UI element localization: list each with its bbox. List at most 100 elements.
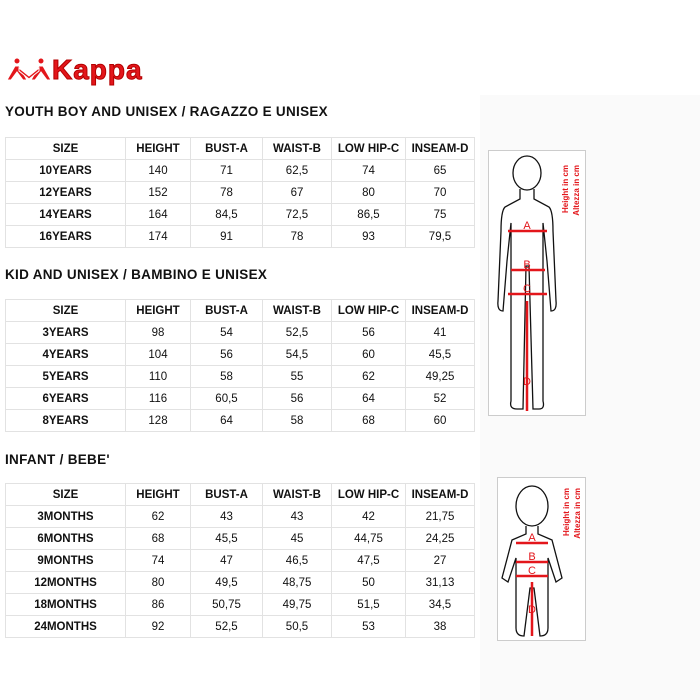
value-cell: 152 bbox=[125, 181, 191, 204]
section-title-infant: INFANT / BEBE' bbox=[5, 452, 110, 467]
value-cell: 43 bbox=[262, 505, 332, 528]
column-header: LOW HIP-C bbox=[331, 483, 406, 506]
size-table-kid: SIZE HEIGHT BUST-A WAIST-B LOW HIP-C INSEAM-D… bbox=[5, 299, 475, 432]
size-cell: 4YEARS bbox=[5, 343, 126, 366]
marker-a: A bbox=[523, 220, 531, 232]
value-cell: 70 bbox=[405, 181, 475, 204]
infant-silhouette-icon: ABC D bbox=[501, 485, 563, 637]
table-row: 4YEARS 104 56 54,5 60 45,5 bbox=[5, 343, 475, 366]
value-cell: 43 bbox=[190, 505, 263, 528]
value-cell: 60 bbox=[331, 343, 406, 366]
column-header: BUST-A bbox=[190, 137, 263, 160]
column-header: SIZE bbox=[5, 483, 126, 506]
value-cell: 75 bbox=[405, 203, 475, 226]
value-cell: 62,5 bbox=[262, 159, 332, 182]
value-cell: 34,5 bbox=[405, 593, 475, 616]
column-header: INSEAM-D bbox=[405, 299, 475, 322]
value-cell: 116 bbox=[125, 387, 191, 410]
value-cell: 91 bbox=[190, 225, 263, 248]
value-cell: 50,75 bbox=[190, 593, 263, 616]
table-row: 12YEARS 152 78 67 80 70 bbox=[5, 181, 475, 204]
svg-text:B: B bbox=[528, 551, 535, 563]
kappa-logo-icon bbox=[6, 57, 52, 81]
table-header-row: SIZE HEIGHT BUST-A WAIST-B LOW HIP-C INSEAM-D bbox=[5, 299, 475, 322]
table-row: 3YEARS 98 54 52,5 56 41 bbox=[5, 321, 475, 344]
svg-text:A: A bbox=[528, 532, 536, 544]
value-cell: 49,75 bbox=[262, 593, 332, 616]
size-cell: 14YEARS bbox=[5, 203, 126, 226]
section-title-kid: KID AND UNISEX / BAMBINO E UNISEX bbox=[5, 267, 268, 282]
height-label: Height in cm bbox=[562, 488, 571, 537]
value-cell: 53 bbox=[331, 615, 406, 638]
value-cell: 21,75 bbox=[405, 505, 475, 528]
table-row: 6YEARS 116 60,5 56 64 52 bbox=[5, 387, 475, 410]
value-cell: 50 bbox=[331, 571, 406, 594]
value-cell: 42 bbox=[331, 505, 406, 528]
value-cell: 49,25 bbox=[405, 365, 475, 388]
table-row: 24MONTHS 92 52,5 50,5 53 38 bbox=[5, 615, 475, 638]
value-cell: 67 bbox=[262, 181, 332, 204]
column-header: SIZE bbox=[5, 299, 126, 322]
value-cell: 47 bbox=[190, 549, 263, 572]
value-cell: 128 bbox=[125, 409, 191, 432]
size-table-youth: SIZE HEIGHT BUST-A WAIST-B LOW HIP-C INSEAM-D… bbox=[5, 137, 475, 248]
marker-c: C bbox=[523, 283, 531, 295]
column-header: BUST-A bbox=[190, 483, 263, 506]
value-cell: 60 bbox=[405, 409, 475, 432]
marker-b: B bbox=[523, 259, 530, 271]
value-cell: 86,5 bbox=[331, 203, 406, 226]
value-cell: 64 bbox=[331, 387, 406, 410]
marker-d: D bbox=[523, 376, 531, 388]
value-cell: 92 bbox=[125, 615, 191, 638]
value-cell: 80 bbox=[125, 571, 191, 594]
value-cell: 54,5 bbox=[262, 343, 332, 366]
value-cell: 27 bbox=[405, 549, 475, 572]
value-cell: 62 bbox=[331, 365, 406, 388]
child-silhouette-icon: A BC D bbox=[497, 155, 557, 411]
column-header: WAIST-B bbox=[262, 299, 332, 322]
column-header: HEIGHT bbox=[125, 299, 191, 322]
size-cell: 3MONTHS bbox=[5, 505, 126, 528]
value-cell: 78 bbox=[190, 181, 263, 204]
value-cell: 56 bbox=[331, 321, 406, 344]
value-cell: 52,5 bbox=[262, 321, 332, 344]
altezza-label: Altezza in cm bbox=[573, 488, 582, 539]
value-cell: 60,5 bbox=[190, 387, 263, 410]
table-header-row: SIZE HEIGHT BUST-A WAIST-B LOW HIP-C INSEAM-D bbox=[5, 137, 475, 160]
column-header: INSEAM-D bbox=[405, 483, 475, 506]
size-cell: 16YEARS bbox=[5, 225, 126, 248]
size-cell: 12YEARS bbox=[5, 181, 126, 204]
column-header: WAIST-B bbox=[262, 137, 332, 160]
value-cell: 31,13 bbox=[405, 571, 475, 594]
column-header: HEIGHT bbox=[125, 137, 191, 160]
size-cell: 6MONTHS bbox=[5, 527, 126, 550]
svg-text:C: C bbox=[528, 565, 536, 577]
value-cell: 62 bbox=[125, 505, 191, 528]
value-cell: 24,25 bbox=[405, 527, 475, 550]
value-cell: 93 bbox=[331, 225, 406, 248]
value-cell: 58 bbox=[262, 409, 332, 432]
table-row: 3MONTHS 62 43 43 42 21,75 bbox=[5, 505, 475, 528]
value-cell: 38 bbox=[405, 615, 475, 638]
size-cell: 10YEARS bbox=[5, 159, 126, 182]
size-cell: 24MONTHS bbox=[5, 615, 126, 638]
column-header: LOW HIP-C bbox=[331, 299, 406, 322]
altezza-label: Altezza in cm bbox=[572, 165, 581, 216]
value-cell: 98 bbox=[125, 321, 191, 344]
size-cell: 5YEARS bbox=[5, 365, 126, 388]
value-cell: 74 bbox=[331, 159, 406, 182]
table-row: 18MONTHS 86 50,75 49,75 51,5 34,5 bbox=[5, 593, 475, 616]
size-cell: 6YEARS bbox=[5, 387, 126, 410]
value-cell: 45,5 bbox=[405, 343, 475, 366]
value-cell: 140 bbox=[125, 159, 191, 182]
value-cell: 86 bbox=[125, 593, 191, 616]
value-cell: 41 bbox=[405, 321, 475, 344]
svg-text:D: D bbox=[528, 604, 536, 616]
value-cell: 54 bbox=[190, 321, 263, 344]
value-cell: 164 bbox=[125, 203, 191, 226]
value-cell: 56 bbox=[190, 343, 263, 366]
column-header: WAIST-B bbox=[262, 483, 332, 506]
size-cell: 9MONTHS bbox=[5, 549, 126, 572]
